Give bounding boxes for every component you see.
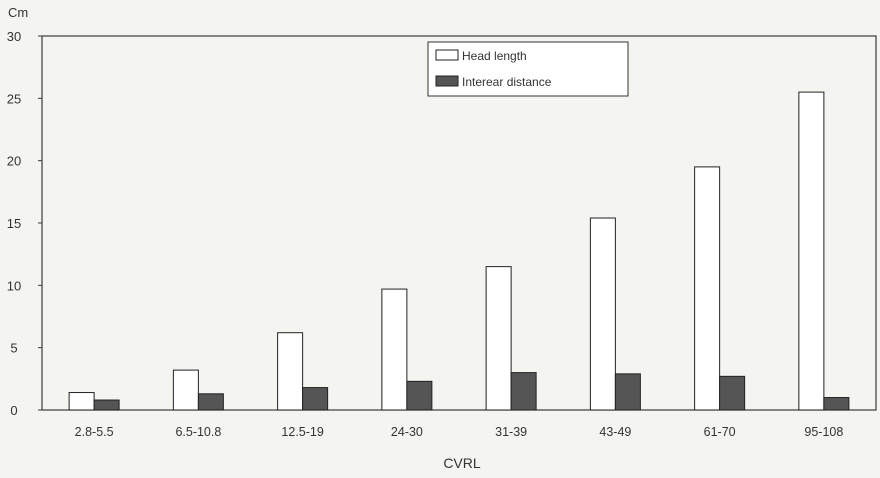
y-tick-label: 5: [10, 341, 17, 356]
x-tick-label: 24-30: [391, 425, 423, 439]
x-axis-label: CVRL: [443, 455, 481, 471]
x-tick-label: 12.5-19: [281, 425, 323, 439]
x-tick-label: 61-70: [704, 425, 736, 439]
legend-box: [427, 41, 629, 97]
bar-head-length: [798, 91, 825, 411]
bar-interear-distance: [719, 375, 746, 411]
x-tick-label: 31-39: [495, 425, 527, 439]
x-tick-label: 2.8-5.5: [75, 425, 114, 439]
y-tick-label: 10: [7, 278, 21, 293]
bar-head-length: [172, 369, 199, 411]
y-axis-label: Cm: [8, 5, 28, 20]
y-tick-label: 15: [7, 216, 21, 231]
legend-label-interear-distance: Interear distance: [462, 75, 552, 89]
y-tick-label: 25: [7, 91, 21, 106]
bar-interear-distance: [197, 393, 224, 411]
legend: Head length Interear distance: [427, 41, 629, 97]
x-tick-label: 43-49: [599, 425, 631, 439]
bar-head-length: [381, 288, 408, 411]
legend-label-head-length: Head length: [462, 49, 527, 63]
legend-swatch-head-length: [435, 49, 459, 61]
bar-interear-distance: [406, 380, 433, 411]
y-tick-label: 20: [7, 154, 21, 169]
axis-labels: Cm CVRL: [8, 5, 481, 471]
bar-head-length: [68, 392, 95, 411]
y-tick-label: 30: [7, 29, 21, 44]
bars: [68, 91, 850, 411]
bar-head-length: [277, 332, 304, 411]
bar-interear-distance: [93, 399, 120, 411]
bar-interear-distance: [823, 397, 850, 411]
bar-head-length: [694, 166, 721, 411]
legend-swatch-interear-distance: [435, 75, 459, 87]
bar-interear-distance: [302, 387, 329, 411]
bar-head-length: [485, 266, 512, 411]
bar-head-length: [589, 217, 616, 411]
y-tick-label: 0: [10, 403, 17, 418]
x-tick-label: 6.5-10.8: [175, 425, 221, 439]
bar-interear-distance: [614, 373, 641, 411]
x-tick-label: 95-108: [804, 425, 843, 439]
bar-interear-distance: [510, 372, 537, 411]
axes: 0 5 10 15 20 25 30 2.8-5.5 6.5-10.8 12.5-19 24-30 3…: [7, 29, 877, 439]
